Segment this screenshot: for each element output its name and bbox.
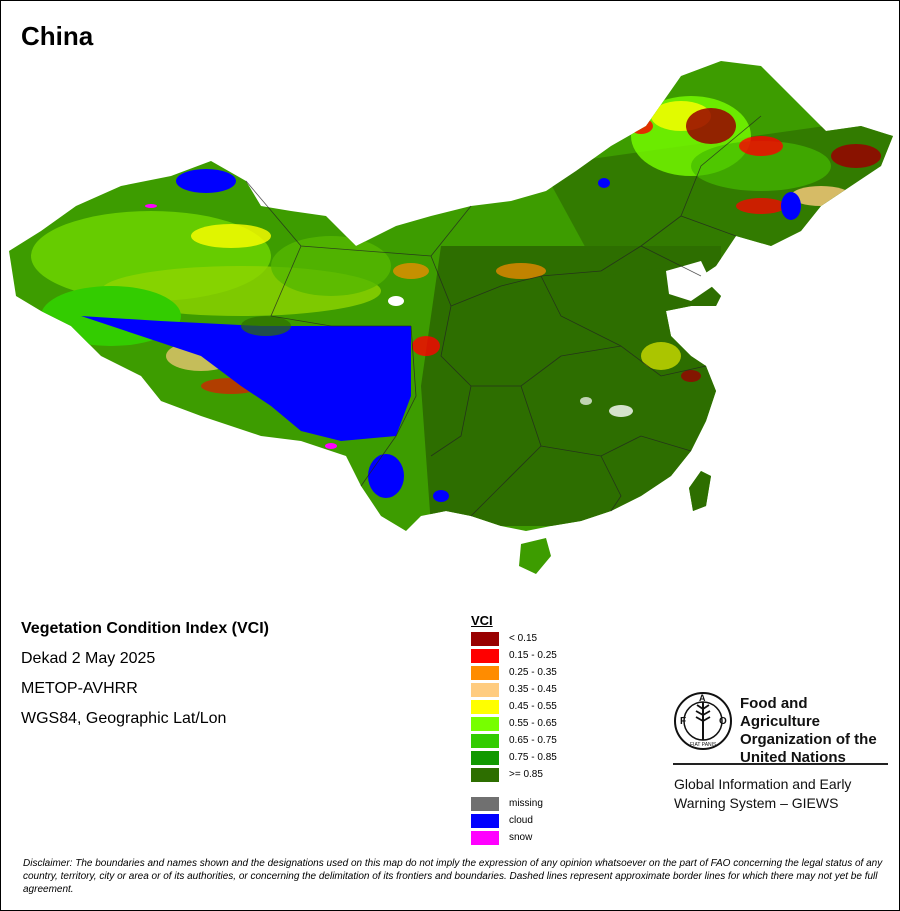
legend-swatch <box>471 717 499 731</box>
disclaimer: Disclaimer: The boundaries and names sho… <box>23 858 883 895</box>
organization-name: Food and Agriculture Organization of the… <box>740 695 877 766</box>
legend-item: 0.75 - 0.85 <box>471 751 671 765</box>
system-name: Global Information and Early Warning Sys… <box>674 776 852 811</box>
legend-label: 0.55 - 0.65 <box>509 718 557 729</box>
legend-label: 0.15 - 0.25 <box>509 650 557 661</box>
legend-item: snow <box>471 831 671 845</box>
vci-map <box>9 61 893 574</box>
legend-swatch <box>471 797 499 811</box>
legend-item: 0.35 - 0.45 <box>471 683 671 697</box>
legend-item: 0.55 - 0.65 <box>471 717 671 731</box>
projection-label: WGS84, Geographic Lat/Lon <box>21 710 227 727</box>
index-title: Vegetation Condition Index (VCI) <box>21 620 269 637</box>
legend-swatch <box>471 666 499 680</box>
legend-label: 0.75 - 0.85 <box>509 752 557 763</box>
legend-label: >= 0.85 <box>509 769 543 780</box>
legend-label: < 0.15 <box>509 633 538 644</box>
sensor-label: METOP-AVHRR <box>21 680 138 697</box>
legend-swatch <box>471 734 499 748</box>
legend-swatch <box>471 700 499 714</box>
legend-swatch <box>471 814 499 828</box>
legend-swatch <box>471 751 499 765</box>
logo-motto: FIAT PANIS <box>690 742 717 748</box>
legend-item: 0.25 - 0.35 <box>471 666 671 680</box>
legend-swatch <box>471 683 499 697</box>
legend-swatch <box>471 649 499 663</box>
legend-swatch <box>471 768 499 782</box>
legend-label: 0.45 - 0.55 <box>509 701 557 712</box>
legend-item: 0.65 - 0.75 <box>471 734 671 748</box>
legend-item: missing <box>471 797 671 811</box>
legend-label: 0.65 - 0.75 <box>509 735 557 746</box>
legend-swatch <box>471 632 499 646</box>
legend-label: cloud <box>509 815 533 826</box>
legend-item: 0.15 - 0.25 <box>471 649 671 663</box>
fao-logo: F A O FIAT PANIS <box>674 692 732 750</box>
legend-item: cloud <box>471 814 671 828</box>
legend-label: 0.25 - 0.35 <box>509 667 557 678</box>
legend-item: < 0.15 <box>471 632 671 646</box>
legend-label: 0.35 - 0.45 <box>509 684 557 695</box>
legend-label: snow <box>509 832 533 843</box>
logo-text-f: F <box>680 716 686 727</box>
divider <box>673 763 888 765</box>
legend-label: missing <box>509 798 543 809</box>
period-label: Dekad 2 May 2025 <box>21 650 156 667</box>
logo-text-a: A <box>699 693 706 703</box>
legend-item: 0.45 - 0.55 <box>471 700 671 714</box>
legend-title: VCI <box>471 613 493 628</box>
map-title: China <box>21 21 94 51</box>
logo-text-o: O <box>719 716 727 727</box>
legend-swatch <box>471 831 499 845</box>
legend-item: >= 0.85 <box>471 768 671 782</box>
